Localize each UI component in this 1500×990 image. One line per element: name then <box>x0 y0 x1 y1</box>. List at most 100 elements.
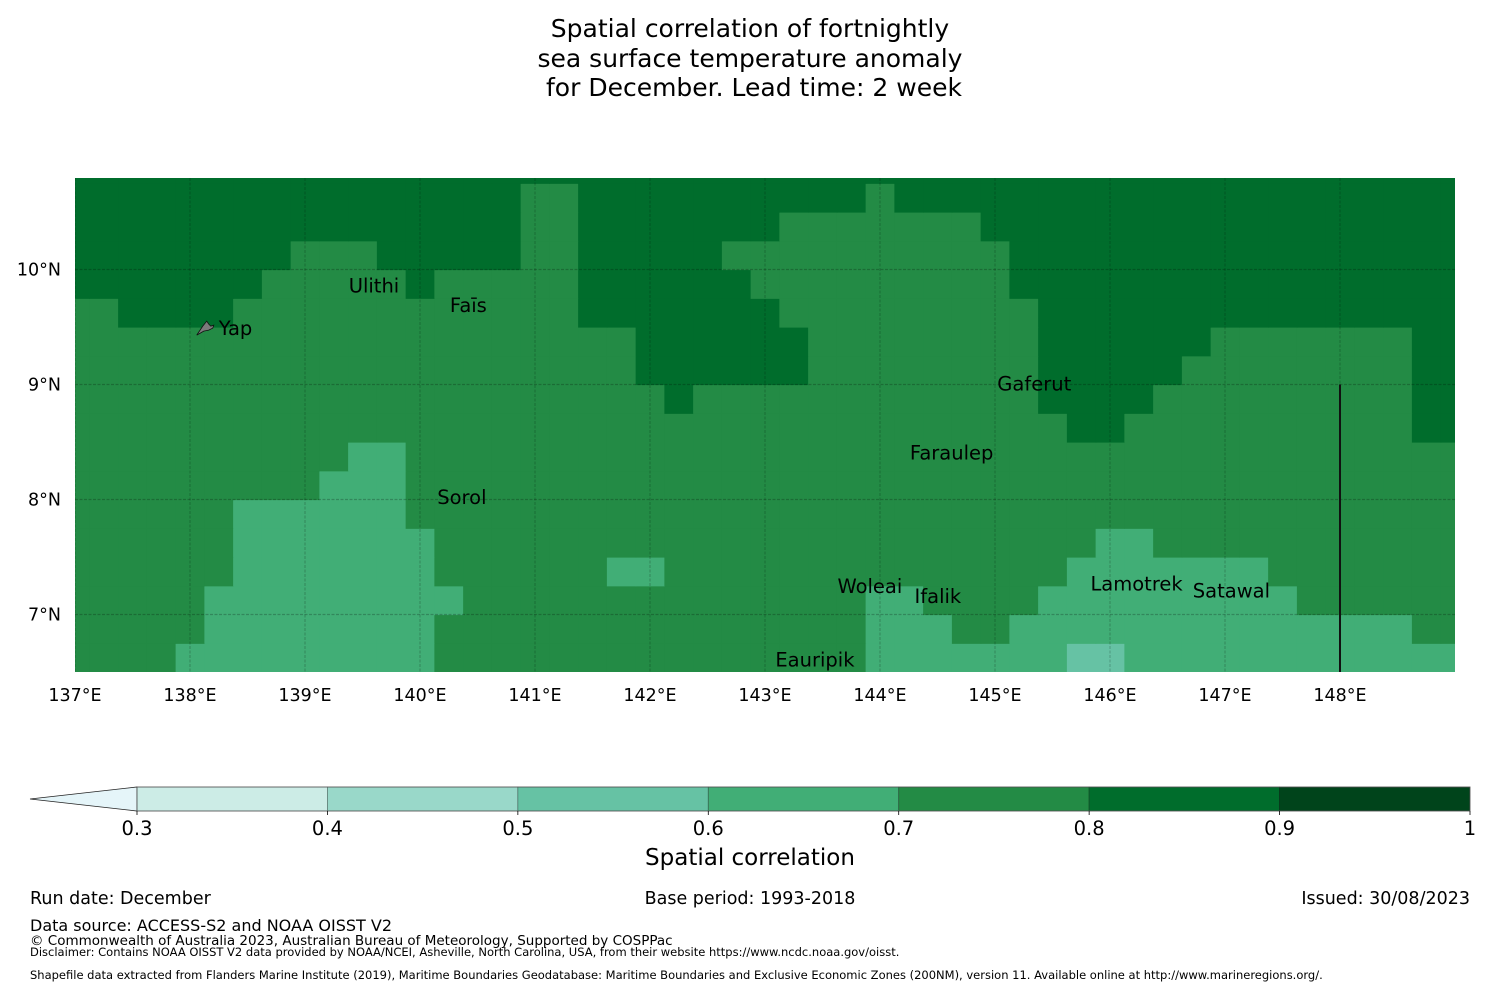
heatmap-cell <box>951 183 982 213</box>
heatmap-cell <box>434 413 464 443</box>
heatmap-cell <box>1268 327 1298 357</box>
heatmap-cell <box>405 643 435 672</box>
heatmap-cell <box>405 327 435 357</box>
heatmap-cell <box>1210 384 1240 414</box>
heatmap-cell <box>1354 585 1384 616</box>
heatmap-cell <box>750 614 780 644</box>
heatmap-cell <box>808 499 838 529</box>
colorbar-segment <box>327 786 519 812</box>
heatmap-cell <box>923 355 953 386</box>
heatmap-cell <box>865 614 895 644</box>
heatmap-cell <box>1354 557 1384 587</box>
heatmap-cell <box>491 528 522 558</box>
heatmap-cell <box>693 183 723 213</box>
heatmap-cell <box>865 240 895 271</box>
heatmap-cell <box>635 643 665 672</box>
heatmap-cell <box>1181 327 1212 357</box>
heatmap-cell <box>290 384 320 414</box>
heatmap-cell <box>923 413 953 443</box>
heatmap-cell <box>606 240 637 271</box>
heatmap-cell <box>175 470 205 501</box>
heatmap-cell <box>1038 327 1068 357</box>
heatmap-cell <box>865 470 895 501</box>
heatmap-cell <box>290 499 320 529</box>
colorbar-extension <box>29 786 138 812</box>
heatmap-cell <box>693 528 723 558</box>
heatmap-cell <box>1038 614 1068 644</box>
heatmap-cell <box>1210 442 1240 472</box>
heatmap-cell <box>1239 614 1269 644</box>
heatmap-cell <box>75 470 90 501</box>
heatmap-cell <box>405 240 435 271</box>
heatmap-cell <box>1268 240 1298 271</box>
heatmap-cell <box>75 269 90 299</box>
heatmap-cell <box>1296 499 1327 529</box>
heatmap-cell <box>319 298 349 328</box>
heatmap-cell <box>606 528 637 558</box>
y-tick-label: 8°N <box>28 491 61 511</box>
heatmap-cell <box>635 269 665 299</box>
heatmap-cell <box>204 643 234 672</box>
heatmap-cell <box>1440 557 1455 587</box>
heatmap-cell <box>1411 413 1442 443</box>
title-line-1: Spatial correlation of fortnightly <box>550 14 950 43</box>
heatmap-cell <box>146 269 177 299</box>
y-tick-label: 10°N <box>17 261 61 281</box>
heatmap-cell <box>434 442 464 472</box>
heatmap-cell <box>1440 470 1455 501</box>
heatmap-cell <box>779 298 809 328</box>
heatmap-cell <box>1095 298 1125 328</box>
heatmap-cell <box>520 384 550 414</box>
y-tick-labels: 7°N 8°N 9°N 10°N <box>17 261 61 626</box>
heatmap-cell <box>319 442 349 472</box>
heatmap-cell <box>1411 183 1442 213</box>
heatmap-cell <box>721 183 752 213</box>
heatmap-cell <box>204 269 234 299</box>
heatmap-cell <box>951 327 982 357</box>
heatmap-cell <box>405 269 435 299</box>
heatmap-cell <box>75 298 90 328</box>
heatmap-cell <box>549 212 579 242</box>
heatmap-cell <box>175 643 205 672</box>
heatmap-cell <box>980 355 1010 386</box>
heatmap-cell <box>606 442 637 472</box>
heatmap-cell <box>175 557 205 587</box>
heatmap-cell <box>635 413 665 443</box>
heatmap-cell <box>434 643 464 672</box>
heatmap-cell <box>75 212 90 242</box>
heatmap-cell <box>1009 470 1039 501</box>
heatmap-cell <box>750 298 780 328</box>
heatmap-cell <box>951 528 982 558</box>
heatmap-cell <box>290 178 320 184</box>
heatmap-cell <box>520 413 550 443</box>
heatmap-cell <box>118 298 148 328</box>
heatmap-cell <box>319 413 349 443</box>
heatmap-cell <box>1440 269 1455 299</box>
heatmap-cell <box>290 298 320 328</box>
heatmap-cell <box>578 178 608 184</box>
heatmap-cell <box>1354 178 1384 184</box>
heatmap-cell <box>146 614 177 644</box>
heatmap-cell <box>1354 614 1384 644</box>
heatmap-cell <box>1383 212 1413 242</box>
heatmap-cell <box>1009 178 1039 184</box>
heatmap-cell <box>434 470 464 501</box>
heatmap-cell <box>951 442 982 472</box>
heatmap-cell <box>980 327 1010 357</box>
heatmap-cell <box>204 557 234 587</box>
heatmap-cell <box>1153 178 1183 184</box>
heatmap-cell <box>693 327 723 357</box>
heatmap-cell <box>261 327 292 357</box>
heatmap-cell <box>980 384 1010 414</box>
heatmap-cell <box>261 240 292 271</box>
heatmap-cell <box>1153 355 1183 386</box>
yap-island-shape <box>196 320 215 336</box>
heatmap-cell <box>779 499 809 529</box>
heatmap-cell <box>549 442 579 472</box>
island-label: Faraulep <box>910 441 994 464</box>
heatmap-cell <box>319 327 349 357</box>
heatmap-cell <box>1210 643 1240 672</box>
heatmap-cell <box>664 384 694 414</box>
heatmap-cell <box>1354 269 1384 299</box>
heatmap-cell <box>779 183 809 213</box>
